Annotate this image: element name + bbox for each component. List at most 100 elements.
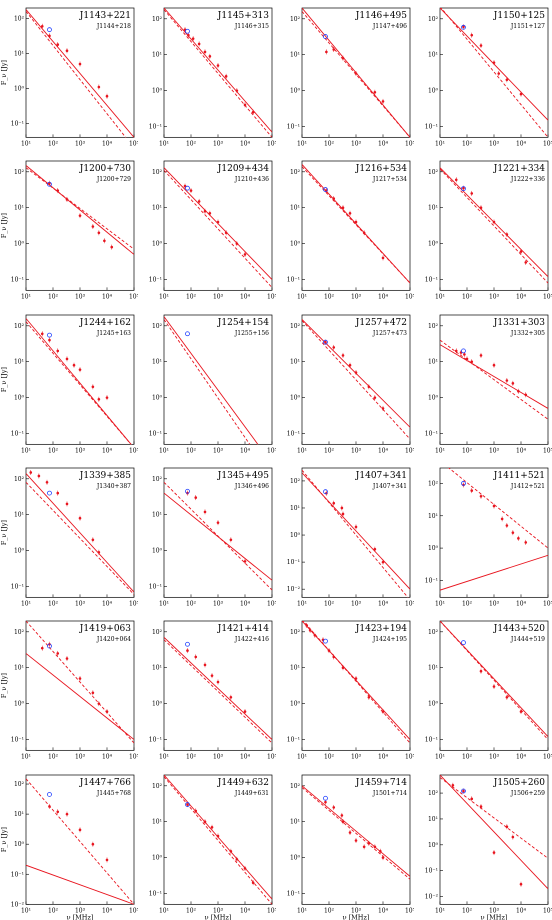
reference-point: [185, 186, 190, 191]
data-point: [91, 538, 95, 542]
y-tick-label: 10²: [428, 169, 439, 176]
x-tick-label: 10⁴: [240, 140, 251, 147]
x-tick-label: 10¹: [297, 907, 307, 914]
data-point: [454, 178, 458, 182]
x-tick-label: 10¹: [159, 447, 169, 454]
y-tick-label: 10¹: [290, 505, 300, 512]
x-tick-label: 10¹: [21, 140, 31, 147]
x-tick-label: 10³: [351, 294, 362, 301]
x-tick-label: 10²: [186, 140, 197, 147]
y-tick-label: 10⁻¹: [425, 577, 438, 584]
x-tick-label: 10⁵: [405, 140, 414, 147]
fit-line-dashed: [164, 318, 251, 444]
data-point: [341, 56, 345, 60]
chart-panel: 10¹ 10² 10³ 10⁴ 10⁵ 10⁻¹ 10⁰ 10¹ 10² F_ν [Jy] J114…: [0, 7, 138, 147]
y-tick-label: 10¹: [14, 811, 24, 818]
y-tick-label: 10¹: [290, 358, 300, 365]
fit-line-solid: [302, 472, 410, 590]
data-point: [78, 516, 82, 520]
data-point: [332, 655, 336, 659]
source-name: J1505+260: [493, 778, 546, 788]
reference-point: [323, 795, 328, 801]
data-point: [37, 474, 41, 478]
y-tick-label: 10⁰: [152, 394, 163, 401]
data-point: [354, 838, 358, 842]
source-name: J1254+154: [217, 318, 270, 328]
x-tick-label: 10³: [213, 600, 224, 607]
source-alt-name: J1444+519: [510, 636, 545, 643]
reference-point: [185, 642, 190, 647]
chart-panel: 10¹ 10² 10³ 10⁴ 10⁵ 10⁻¹ 10⁰ 10¹ 10² J1146+495 J11…: [287, 7, 414, 147]
data-point: [78, 677, 82, 681]
fit-line-dashed: [26, 778, 134, 904]
data-point: [216, 521, 220, 524]
x-tick-label: 10²: [48, 600, 59, 607]
y-tick-label: 10²: [152, 476, 163, 483]
data-point: [325, 50, 328, 54]
data-point: [519, 710, 523, 714]
y-tick-label: 10⁰: [14, 701, 25, 708]
data-point: [327, 649, 331, 653]
data-point: [341, 353, 345, 357]
data-point: [187, 33, 190, 37]
y-tick-label: 10⁻¹: [149, 430, 162, 437]
x-tick-label: 10³: [489, 600, 500, 607]
data-point: [78, 828, 82, 831]
x-tick-label: 10³: [351, 600, 362, 607]
fit-line-solid: [302, 785, 410, 877]
source-alt-name: J1146+315: [234, 23, 269, 30]
source-name: J1216+534: [355, 164, 408, 174]
y-tick-label: 10⁻²: [425, 893, 439, 900]
data-point: [65, 502, 69, 506]
reference-point: [323, 489, 328, 495]
x-tick-label: 10²: [324, 600, 335, 607]
x-tick-label: 10¹: [21, 447, 31, 454]
data-point: [381, 710, 385, 714]
x-tick-label: 10¹: [297, 600, 307, 607]
y-tick-label: 10⁻¹: [425, 277, 438, 284]
y-tick-label: 10⁰: [290, 701, 301, 708]
y-tick-label: 10¹: [290, 665, 300, 672]
data-point: [470, 489, 474, 492]
data-point: [203, 510, 207, 514]
data-point: [235, 242, 239, 246]
chart-panel: 10¹ 10² 10³ 10⁴ 10⁵ 10⁻¹ 10⁰ 10¹ 10² J1411+521 J14…: [425, 467, 552, 607]
data-point: [224, 75, 228, 78]
x-tick-label: 10⁴: [240, 754, 251, 761]
x-tick-label: 10³: [489, 907, 500, 914]
data-point: [341, 512, 345, 516]
data-point: [203, 820, 207, 823]
x-tick-label: 10²: [324, 907, 335, 914]
x-tick-label: 10¹: [297, 447, 307, 454]
y-tick-label: 10²: [152, 629, 163, 636]
fit-line-dashed: [302, 469, 409, 598]
data-point: [97, 550, 101, 554]
x-tick-label: 10¹: [435, 294, 445, 301]
y-tick-label: 10¹: [428, 52, 438, 59]
data-point: [505, 696, 509, 699]
data-point: [216, 681, 220, 684]
data-point: [97, 85, 101, 89]
fit-line-solid: [164, 637, 272, 741]
x-tick-label: 10⁴: [378, 447, 389, 454]
source-name: J1146+495: [355, 11, 408, 21]
x-tick-label: 10⁵: [129, 447, 138, 454]
data-point: [479, 44, 483, 47]
x-tick-label: 10³: [489, 140, 500, 147]
x-tick-label: 10²: [324, 754, 335, 761]
chart-panel: 10¹ 10² 10³ 10⁴ 10⁵ 10⁻¹ 10⁰ 10¹ 10² J1423+194 J14…: [287, 620, 414, 761]
y-tick-label: 10⁻¹: [149, 737, 162, 744]
x-tick-label: 10⁵: [129, 907, 138, 914]
source-alt-name: J1445+768: [96, 790, 131, 797]
data-point: [243, 103, 247, 107]
x-tick-label: 10³: [351, 140, 362, 147]
data-point: [332, 197, 336, 201]
data-point: [203, 50, 207, 54]
y-axis-label: F_ν [Jy]: [0, 213, 8, 238]
source-name: J1150+125: [493, 11, 546, 21]
x-tick-label: 10⁴: [516, 140, 527, 147]
y-tick-label: 10²: [428, 790, 439, 797]
y-tick-label: 10¹: [152, 205, 162, 212]
fit-line-solid: [26, 473, 134, 593]
